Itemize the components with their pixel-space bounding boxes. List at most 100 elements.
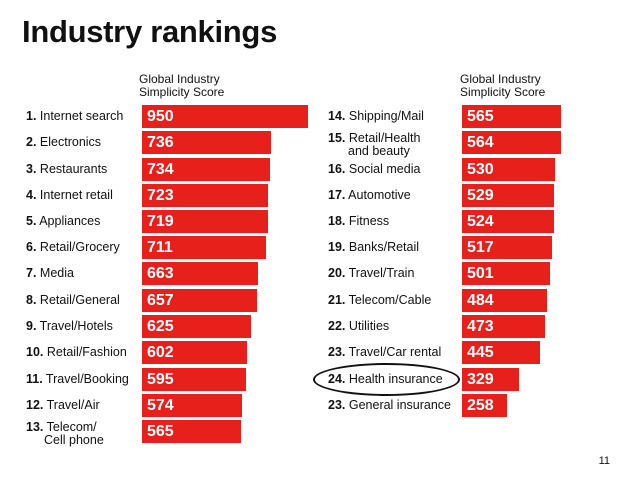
industry-label: 9. Travel/Hotels [26,320,113,333]
rank-number: 1. [26,109,37,123]
industry-label-line: 21. Telecom/Cable [328,293,432,307]
industry-label-line: 22. Utilities [328,319,390,333]
rank-number: 2. [26,135,37,149]
column-header-line: Simplicity Score [460,85,546,99]
bar-value-label: 711 [147,239,173,256]
bar [142,289,257,312]
rank-number: 5. [26,214,37,228]
bar-value-label: 595 [147,371,174,388]
slide-title: Industry rankings [22,14,278,49]
bar [142,210,268,233]
industry-label-line: 9. Travel/Hotels [26,319,113,333]
industry-label: 3. Restaurants [26,163,107,176]
rank-number: 23. [328,398,346,412]
bar [142,131,271,154]
industry-label: 18. Fitness [328,215,389,228]
industry-label: 22. Utilities [328,320,389,333]
industry-label-line: 4. Internet retail [26,188,113,202]
bar-value-label: 723 [147,187,174,204]
industry-label: 21. Telecom/Cable [328,294,431,307]
industry-label-line: 20. Travel/Train [328,266,415,280]
industry-label: 5. Appliances [26,215,100,228]
bar [142,341,247,364]
rank-number: 11. [26,372,43,386]
rank-number: 13. [26,420,44,434]
bar [462,315,545,338]
industry-label-line: 23. General insurance [328,398,452,412]
bar [462,341,540,364]
industry-label-line: 18. Fitness [328,214,390,228]
rank-number: 8. [26,293,37,307]
bar-value-label: 950 [147,108,174,125]
bar [462,131,561,154]
industry-label-line: 1. Internet search [26,109,124,123]
bar-value-label: 473 [467,318,494,335]
page-number: 11 [598,455,610,467]
bar-value-label: 329 [467,371,494,388]
rank-number: 17. [328,188,346,202]
bar [142,420,241,443]
industry-label-line: 16. Social media [328,162,421,176]
bar-value-label: 663 [147,265,174,282]
industry-label-line: and beauty [348,144,410,158]
bar [142,236,266,259]
bar-value-label: 657 [147,292,174,309]
bar [142,184,268,207]
industry-label: 4. Internet retail [26,189,113,202]
industry-label-line: 6. Retail/Grocery [26,240,120,254]
rank-number: 4. [26,188,37,202]
rank-number: 10. [26,345,44,359]
highlight-ellipse [313,363,460,396]
industry-label: 6. Retail/Grocery [26,241,120,254]
industry-label: 11. Travel/Booking [26,373,129,386]
industry-label: 19. Banks/Retail [328,241,419,254]
bar-value-label: 529 [467,187,494,204]
bar-value-label: 258 [467,397,494,414]
industry-label-line: 7. Media [26,266,74,280]
bar-value-label: 734 [147,161,174,178]
bar [462,262,550,285]
rank-number: 7. [26,266,37,280]
industry-label: 8. Retail/General [26,294,120,307]
bar-value-label: 524 [467,213,494,230]
industry-label-line: 2. Electronics [26,135,102,149]
bar [462,158,555,181]
rank-number: 20. [328,266,346,280]
rank-number: 23. [328,345,346,359]
industry-label-line: 8. Retail/General [26,293,120,307]
column-header: Global Industry Simplicity Score [139,73,224,99]
bar-value-label: 501 [467,265,494,282]
bar-value-label: 625 [147,318,174,335]
bar [462,184,554,207]
industry-label: 23. Travel/Car rental [328,346,441,359]
industry-label-line: 13. Telecom/ [26,420,97,434]
industry-label: 2. Electronics [26,136,101,149]
bar-value-label: 602 [147,344,174,361]
industry-label-line: 19. Banks/Retail [328,240,420,254]
industry-label: 17. Automotive [328,189,411,202]
industry-label: 1. Internet search [26,110,123,123]
industry-label: 12. Travel/Air [26,399,100,412]
rank-number: 22. [328,319,346,333]
industry-label: 16. Social media [328,163,420,176]
bar-value-label: 736 [147,134,174,151]
industry-label-line: 10. Retail/Fashion [26,345,127,359]
bar [462,210,554,233]
bar-value-label: 565 [147,423,174,440]
industry-label-line: 5. Appliances [26,214,101,228]
bar-value-label: 564 [467,134,494,151]
rank-number: 12. [26,398,44,412]
bar [142,394,242,417]
industry-label-line: 12. Travel/Air [26,398,100,412]
industry-label: 13. Telecom/Cell phone [26,421,104,447]
bar-value-label: 719 [147,213,174,230]
column-header-line: Simplicity Score [139,85,225,99]
bar [142,368,246,391]
industry-label: 10. Retail/Fashion [26,346,127,359]
industry-label: 23. General insurance [328,399,451,412]
rank-number: 21. [328,293,346,307]
bar [462,289,547,312]
industry-label: 14. Shipping/Mail [328,110,424,123]
bar-value-label: 484 [467,292,494,309]
industry-label-line: 3. Restaurants [26,162,108,176]
